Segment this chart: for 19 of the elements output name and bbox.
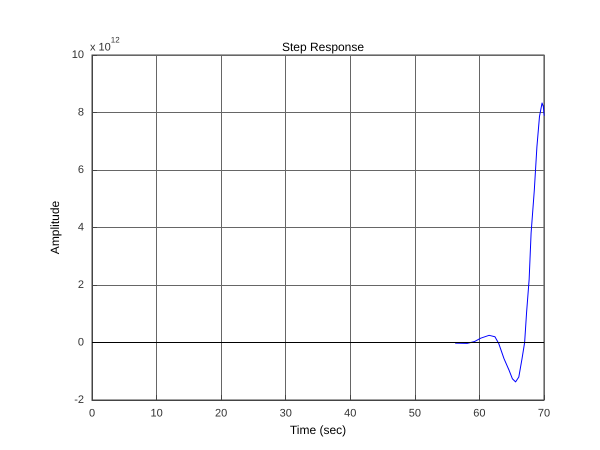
x-tick-label: 50 (408, 408, 421, 420)
x-tick-label: 0 (88, 408, 96, 420)
y-tick-label: 10 (72, 49, 84, 61)
x-tick-label: 20 (215, 408, 228, 420)
y-tick-label: 2 (78, 279, 84, 291)
y-tick-label: 6 (78, 164, 84, 176)
x-tick-label: 30 (280, 408, 292, 420)
y-tick-label: 0 (78, 336, 84, 348)
x-tick-label: 60 (473, 408, 486, 420)
x-tick-label: 10 (150, 408, 163, 420)
y-tick-label: -2 (74, 394, 84, 406)
chart-title: Step Response (282, 40, 364, 54)
y-tick-label: 4 (78, 222, 84, 234)
x-tick-label: 40 (344, 408, 356, 420)
y-axis-title: Amplitude (48, 200, 62, 254)
y-tick-label: 8 (78, 106, 84, 118)
x-axis-title: Time (sec) (290, 422, 346, 437)
line-series (455, 102, 544, 382)
x-tick-label: 70 (538, 408, 550, 420)
